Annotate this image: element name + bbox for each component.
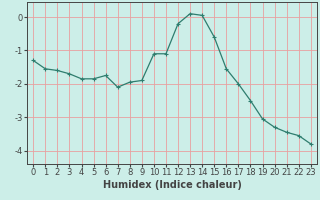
X-axis label: Humidex (Indice chaleur): Humidex (Indice chaleur) [103,180,241,190]
